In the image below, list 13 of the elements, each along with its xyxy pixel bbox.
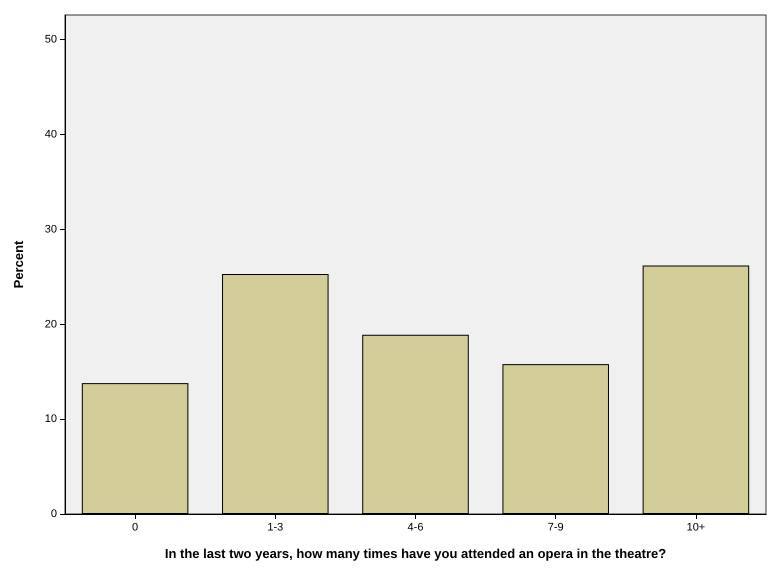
y-tick-label: 30: [44, 223, 57, 236]
y-tick-label: 40: [44, 128, 57, 141]
x-tick-label: 7-9: [548, 522, 564, 534]
y-tick-label: 50: [44, 34, 57, 46]
y-tick-label: 10: [44, 413, 57, 426]
x-tick-label: 4-6: [408, 522, 424, 534]
y-tick-label: 0: [50, 508, 57, 520]
y-axis-title: Percent: [11, 240, 26, 288]
x-tick-label: 1-3: [267, 522, 284, 534]
x-tick-label: 0: [132, 522, 138, 534]
x-axis-title: In the last two years, how many times have you attended an opera in the theatre?: [164, 546, 666, 561]
x-tick-label: 10+: [686, 522, 706, 534]
y-tick-label: 20: [44, 318, 57, 330]
